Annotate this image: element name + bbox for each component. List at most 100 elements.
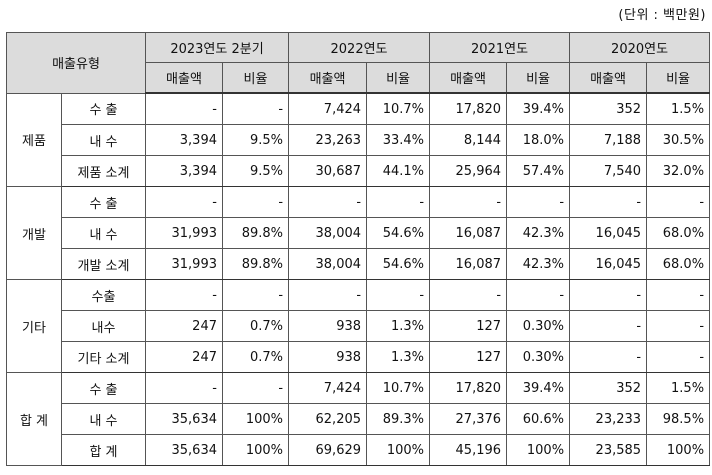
amount-cell: 23,585 — [569, 434, 648, 466]
row-label: 수 출 — [61, 186, 146, 218]
group-label: 기타 — [6, 279, 62, 373]
ratio-cell: - — [366, 279, 431, 311]
ratio-cell: 1.3% — [366, 310, 431, 342]
table-row: 내 수 3,394 9.5% 23,263 33.4% 8,144 18.0% 7,188 30… — [7, 124, 711, 156]
amount-cell: - — [429, 279, 508, 311]
header-ratio: 비율 — [646, 62, 711, 94]
ratio-cell: - — [221, 372, 290, 404]
amount-cell: 247 — [145, 310, 223, 342]
table-row: 내 수 31,993 89.8% 38,004 54.6% 16,087 42.3% 16,0… — [7, 217, 711, 249]
ratio-cell: 10.7% — [366, 92, 431, 125]
ratio-cell: 89.8% — [221, 217, 290, 249]
amount-cell: 247 — [145, 341, 223, 373]
ratio-cell: 100% — [506, 434, 571, 466]
row-label: 내수 — [61, 310, 146, 342]
amount-cell: 7,424 — [288, 372, 368, 404]
table-row: 내 수 35,634 100% 62,205 89.3% 27,376 60.6% 23,23… — [7, 403, 711, 435]
amount-cell: 127 — [429, 341, 508, 373]
ratio-cell: 39.4% — [506, 92, 571, 125]
ratio-cell: 100% — [366, 434, 431, 466]
ratio-cell: - — [506, 279, 571, 311]
ratio-cell: 1.5% — [646, 372, 711, 404]
row-label: 수 출 — [61, 372, 146, 404]
ratio-cell: 9.5% — [221, 155, 290, 187]
header-period: 2023연도 2분기 — [144, 32, 290, 63]
table-header: 매출유형 2023연도 2분기 2022연도 2021연도 2020연도 매출액… — [6, 32, 711, 94]
ratio-cell: 54.6% — [366, 248, 431, 280]
table-row: 합 계 35,634 100% 69,629 100% 45,196 100% 23,585 1… — [7, 434, 711, 466]
table-row: 제품 수 출 - -7,424 10.7% 17,820 39.4% 352 1.5% — [6, 92, 711, 187]
amount-cell: - — [145, 186, 223, 218]
table-row: 기타 소계 247 0.7% 938 1.3% 127 0.30% - - — [7, 341, 711, 373]
amount-cell: 17,820 — [429, 92, 508, 125]
header-amount: 매출액 — [288, 62, 368, 94]
amount-cell: 16,087 — [429, 248, 508, 280]
ratio-cell: 42.3% — [506, 248, 571, 280]
amount-cell: - — [288, 279, 368, 311]
row-label: 기타 소계 — [61, 341, 146, 373]
amount-cell: - — [145, 92, 223, 125]
amount-cell: 938 — [288, 310, 368, 342]
amount-cell: - — [145, 372, 223, 404]
ratio-cell: - — [506, 186, 571, 218]
ratio-cell: - — [221, 186, 290, 218]
amount-cell: - — [569, 279, 648, 311]
amount-cell: 30,687 — [288, 155, 368, 187]
unit-label: (단위 : 백만원) — [618, 8, 706, 23]
row-label: 내 수 — [61, 217, 146, 249]
ratio-cell: 0.7% — [221, 310, 290, 342]
amount-cell: 31,993 — [145, 248, 223, 280]
row-label: 수 출 — [61, 92, 146, 125]
table-row: 내수 247 0.7% 938 1.3% 127 0.30% - - — [7, 310, 711, 342]
amount-cell: 23,233 — [569, 403, 648, 435]
amount-cell: 7,424 — [288, 92, 368, 125]
group-label: 개발 — [6, 186, 62, 280]
amount-cell: 25,964 — [429, 155, 508, 187]
amount-cell: - — [569, 341, 648, 373]
row-label: 제품 소계 — [61, 155, 146, 187]
amount-cell: - — [145, 279, 223, 311]
ratio-cell: 1.5% — [646, 92, 711, 125]
amount-cell: 27,376 — [429, 403, 508, 435]
ratio-cell: 68.0% — [646, 248, 711, 280]
amount-cell: 31,993 — [145, 217, 223, 249]
table-row: 개발 소계 31,993 89.8% 38,004 54.6% 16,087 42.3% 16… — [7, 248, 711, 280]
ratio-cell: 39.4% — [506, 372, 571, 404]
ratio-cell: - — [221, 279, 290, 311]
ratio-cell: 32.0% — [646, 155, 711, 187]
amount-cell: 352 — [569, 372, 648, 404]
amount-cell: 16,045 — [569, 217, 648, 249]
ratio-cell: 0.30% — [506, 310, 571, 342]
amount-cell: - — [288, 186, 368, 218]
amount-cell: 38,004 — [288, 217, 368, 249]
row-label: 내 수 — [61, 124, 146, 156]
amount-cell: - — [569, 310, 648, 342]
ratio-cell: 30.5% — [646, 124, 711, 156]
header-amount: 매출액 — [145, 62, 223, 94]
ratio-cell: 42.3% — [506, 217, 571, 249]
ratio-cell: 44.1% — [366, 155, 431, 187]
ratio-cell: 18.0% — [506, 124, 571, 156]
ratio-cell: 100% — [221, 403, 290, 435]
ratio-cell: 100% — [646, 434, 711, 466]
ratio-cell: 0.30% — [506, 341, 571, 373]
table-row: 제품 소계 3,394 9.5% 30,687 44.1% 25,964 57.4% 7,54… — [7, 155, 711, 187]
ratio-cell: 100% — [221, 434, 290, 466]
table-row: 개발 수 출-------- — [6, 186, 711, 280]
amount-cell: 7,188 — [569, 124, 648, 156]
amount-cell: 7,540 — [569, 155, 648, 187]
amount-cell: 16,087 — [429, 217, 508, 249]
header-amount: 매출액 — [569, 62, 648, 94]
header-period: 2020연도 — [569, 32, 711, 63]
amount-cell: 16,045 — [569, 248, 648, 280]
header-period: 2021연도 — [429, 32, 571, 63]
ratio-cell: 10.7% — [366, 372, 431, 404]
ratio-cell: 89.8% — [221, 248, 290, 280]
ratio-cell: - — [646, 310, 711, 342]
amount-cell: 3,394 — [145, 124, 223, 156]
group-label: 합 계 — [6, 372, 62, 466]
amount-cell: 8,144 — [429, 124, 508, 156]
sales-by-type-table: 매출유형 2023연도 2분기 2022연도 2021연도 2020연도 매출액… — [6, 32, 711, 466]
row-label: 개발 소계 — [61, 248, 146, 280]
